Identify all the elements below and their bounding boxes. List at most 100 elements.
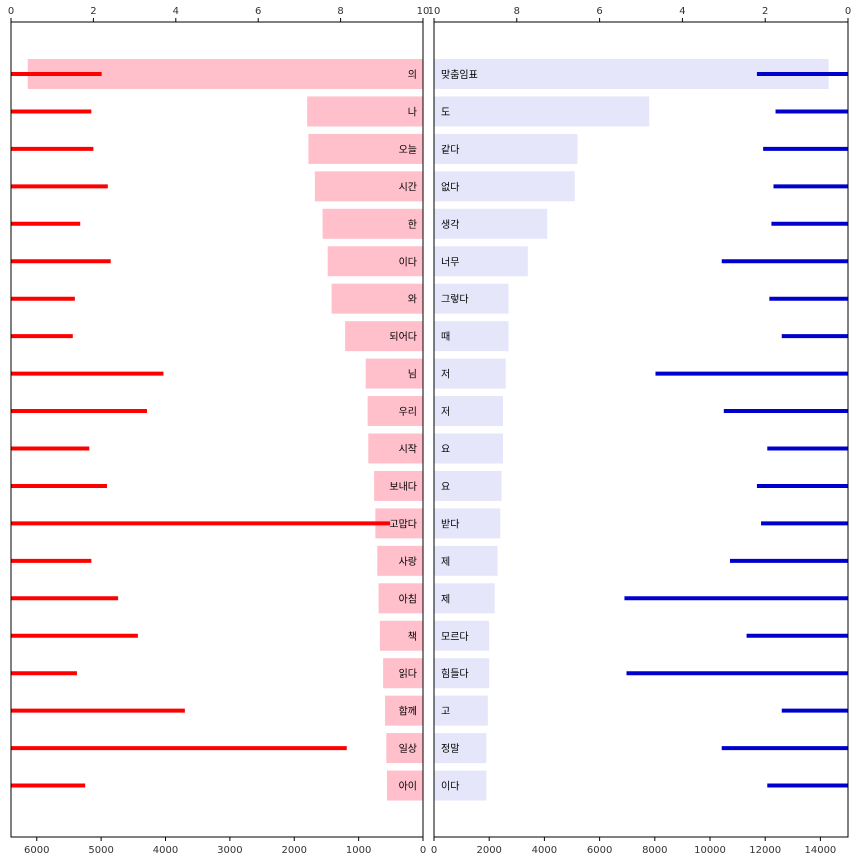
category-label: 사랑: [399, 556, 417, 568]
right-plot-frame: [433, 21, 849, 838]
category-label: 너무: [441, 256, 459, 268]
category-label: 와: [408, 294, 417, 306]
x-tick-label: 3000: [217, 845, 242, 856]
bar: [322, 208, 423, 239]
bar: [383, 658, 423, 689]
top-tick-label: 0: [845, 6, 851, 17]
category-label: 저: [441, 406, 450, 418]
category-label: 받다: [441, 518, 459, 530]
bar: [374, 470, 423, 501]
bar: [327, 246, 423, 277]
category-label: 일상: [399, 743, 417, 755]
category-label: 한: [408, 219, 417, 231]
category-label: 보내다: [389, 481, 417, 493]
category-label: 책: [408, 631, 417, 643]
top-tick-label: 2: [90, 6, 96, 17]
x-tick-label: 14000: [804, 845, 836, 856]
left-panel: 의나오늘시간한이다와되어다님우리시작보내다고맙다사랑아침책읽다함께일상아이600…: [8, 6, 430, 856]
category-label: 도: [441, 107, 450, 118]
top-tick-label: 4: [173, 6, 179, 17]
bar: [434, 695, 488, 726]
bar: [434, 396, 503, 427]
x-tick-label: 6000: [587, 845, 612, 856]
bar: [434, 208, 548, 239]
category-label: 시작: [399, 444, 417, 456]
x-tick-label: 8000: [642, 845, 667, 856]
x-tick-label: 4000: [532, 845, 557, 856]
category-label: 요: [441, 445, 450, 456]
category-label: 이다: [399, 256, 417, 268]
bar: [365, 358, 423, 389]
category-label: 정말: [441, 743, 459, 755]
x-tick-label: 1000: [346, 845, 371, 856]
bar: [386, 770, 423, 801]
category-label: 이다: [441, 781, 459, 793]
category-label: 같다: [441, 144, 459, 156]
x-tick-label: 6000: [24, 845, 49, 856]
left-plot-frame: [10, 21, 424, 838]
category-label: 제: [441, 556, 450, 568]
bar: [434, 246, 528, 277]
bar: [434, 96, 650, 127]
bar: [434, 358, 506, 389]
bar: [314, 171, 423, 202]
category-label: 아이: [399, 781, 417, 793]
category-label: 힘들다: [441, 668, 469, 680]
x-tick-label: 4000: [153, 845, 178, 856]
x-tick-label: 10000: [694, 845, 726, 856]
category-label: 없다: [441, 180, 459, 193]
top-tick-label: 6: [596, 6, 602, 17]
category-label: 시간: [399, 181, 417, 193]
top-tick-label: 6: [255, 6, 261, 17]
category-label: 저: [441, 369, 450, 381]
bar: [434, 658, 490, 689]
bar: [368, 433, 423, 464]
category-label: 오늘: [399, 144, 417, 156]
category-label: 나: [408, 106, 417, 118]
bar: [434, 433, 503, 464]
category-label: 님: [408, 369, 417, 381]
bar: [379, 620, 423, 651]
category-label: 고맙다: [389, 518, 417, 530]
category-label: 되어다: [389, 331, 417, 343]
top-tick-label: 2: [762, 6, 768, 17]
bar: [434, 133, 578, 164]
category-label: 모르다: [441, 631, 469, 643]
bar: [308, 133, 423, 164]
top-tick-label: 4: [679, 6, 685, 17]
bar: [434, 171, 575, 202]
bar: [345, 321, 423, 352]
top-tick-label: 8: [337, 6, 343, 17]
bar: [434, 321, 509, 352]
bar: [385, 695, 423, 726]
category-label: 생각: [441, 219, 459, 231]
category-label: 함께: [399, 706, 417, 718]
top-tick-label: 0: [8, 6, 14, 17]
category-label: 아침: [399, 593, 417, 605]
bar: [367, 396, 423, 427]
bar: [434, 770, 487, 801]
bar: [307, 96, 423, 127]
category-label: 읽다: [399, 667, 417, 680]
x-tick-label: 5000: [88, 845, 113, 856]
bar: [434, 733, 487, 764]
top-tick-label: 8: [514, 6, 520, 17]
category-label: 때: [441, 331, 450, 343]
bar: [377, 545, 423, 576]
x-tick-label: 2000: [282, 845, 307, 856]
bar: [331, 283, 423, 314]
category-label: 의: [408, 69, 417, 81]
x-tick-label: 0: [420, 845, 426, 856]
category-label: 제: [441, 593, 450, 605]
category-label: 맞춤임표: [441, 68, 478, 81]
top-tick-label: 10: [417, 6, 430, 17]
x-tick-label: 0: [431, 845, 437, 856]
category-label: 그렇다: [441, 293, 469, 306]
bar: [378, 583, 423, 614]
bar: [434, 583, 495, 614]
category-label: 고: [441, 707, 450, 718]
bar: [434, 470, 502, 501]
bar: [434, 620, 490, 651]
